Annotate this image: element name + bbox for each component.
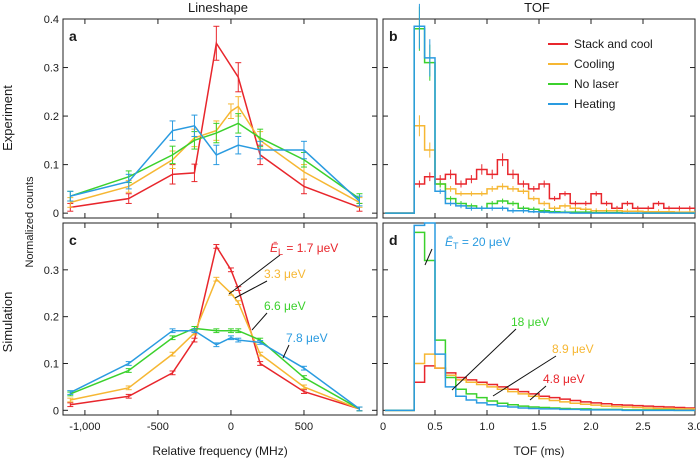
annotation-leader — [282, 344, 290, 359]
panel-b: b Stack and cool Cooling No laser Heating — [382, 3, 696, 219]
series-line — [70, 327, 360, 410]
series-8-9-ev — [385, 353, 695, 412]
annotation-label: 6.6 μeV — [264, 299, 306, 313]
x-tick-label: -500 — [147, 421, 169, 433]
series-no-laser — [67, 113, 363, 204]
legend-entry: No laser — [574, 77, 619, 91]
annotation: ĒL = 1.7 μeV — [228, 241, 338, 295]
step-histogram — [385, 222, 695, 412]
series-4-8-ev — [385, 365, 695, 412]
series-line — [70, 277, 360, 410]
annotation: ĒT = 20 μeV — [424, 235, 510, 266]
y-tick-label: 0 — [53, 405, 59, 417]
panel-c: c -1,000 -500 0 500 0 0.1 0.2 0.3 Relative freque… — [44, 222, 378, 458]
series-stack-and-cool — [67, 25, 363, 212]
annotation-leader — [451, 328, 517, 391]
x-tick-label: 3.0 — [687, 421, 700, 433]
x-tick-label: 0 — [380, 421, 386, 433]
annotation: 18 μeV — [451, 315, 549, 391]
y-tick-label: 0.2 — [44, 312, 59, 324]
series-line — [70, 244, 360, 410]
annotation-leader — [492, 355, 557, 397]
step-histogram — [385, 27, 695, 214]
row-label-simulation: Simulation — [0, 292, 15, 353]
x-tick-label: -1,000 — [69, 421, 100, 433]
annotation-label: 4.8 μeV — [543, 372, 585, 386]
y-tick-label: 0.4 — [44, 14, 59, 26]
annotation-label: 8.9 μeV — [552, 342, 594, 356]
series-line — [70, 41, 360, 209]
step-histogram — [385, 159, 695, 214]
series-cooling — [385, 115, 695, 214]
annotation-leader — [424, 248, 433, 266]
panel-frame — [62, 18, 378, 219]
series-stack-and-cool — [385, 153, 695, 214]
annotation: 8.9 μeV — [492, 342, 594, 397]
y-tick-label: 0.3 — [44, 63, 59, 75]
step-histogram — [385, 125, 695, 214]
panel-d: d 0 0.5 1.0 1.5 2.0 2.5 3.0 TOF (ms) ĒT = 20 μeV 1… — [380, 222, 700, 458]
annotation: 3.3 μeV — [234, 267, 306, 299]
step-histogram — [385, 353, 695, 412]
series-heating — [385, 3, 695, 214]
column-title-lineshape: Lineshape — [188, 0, 248, 15]
annotation-label: 18 μeV — [511, 315, 549, 329]
x-tick-label: 0.5 — [427, 421, 442, 433]
series-line — [70, 124, 360, 202]
x-axis-label: Relative frequency (MHz) — [152, 444, 287, 458]
legend-entry: Cooling — [574, 57, 615, 71]
series-1-7-ev — [67, 244, 363, 412]
annotation-label: ĒL = 1.7 μeV — [270, 241, 338, 257]
y-tick-label: 0.1 — [44, 160, 59, 172]
annotation-label: ĒT = 20 μeV — [445, 235, 510, 251]
annotation: 6.6 μeV — [251, 299, 306, 331]
y-tick-label: 0.1 — [44, 358, 59, 370]
series-7-8-ev — [67, 328, 363, 412]
x-axis-label: TOF (ms) — [513, 444, 564, 458]
panel-a: a 0 0.1 0.2 0.3 0.4 — [44, 14, 378, 220]
annotation: 4.8 μeV — [529, 372, 585, 401]
x-tick-label: 2.5 — [635, 421, 650, 433]
annotation-label: 7.8 μeV — [286, 331, 328, 345]
legend-entry: Heating — [574, 97, 615, 111]
legend-entry: Stack and cool — [574, 37, 653, 51]
y-tick-label: 0 — [53, 208, 59, 220]
annotation-leader — [529, 385, 547, 401]
annotation-leader — [228, 254, 281, 295]
row-label-experiment: Experiment — [0, 85, 15, 151]
y-tick-label: 0.3 — [44, 265, 59, 277]
series-heating — [67, 114, 363, 207]
legend: Stack and cool Cooling No laser Heating — [548, 37, 653, 111]
series-line — [70, 105, 360, 204]
step-histogram — [385, 365, 695, 412]
panel-letter: d — [389, 232, 398, 248]
step-histogram — [385, 25, 695, 214]
series-line — [69, 329, 360, 410]
x-tick-label: 2.0 — [583, 421, 598, 433]
column-title-tof: TOF — [524, 0, 550, 15]
panel-letter: c — [69, 232, 77, 248]
annotation-leader — [234, 280, 268, 299]
panel-frame — [62, 222, 378, 416]
x-tick-label: 1.5 — [531, 421, 546, 433]
x-tick-label: 500 — [295, 421, 313, 433]
y-tick-label: 0.2 — [44, 111, 59, 123]
shared-y-axis-label: Normalized counts — [24, 176, 36, 268]
annotation-leader — [251, 312, 268, 331]
annotation: 7.8 μeV — [282, 331, 328, 359]
series-20-ev — [385, 222, 695, 412]
x-tick-label: 1.0 — [479, 421, 494, 433]
panel-letter: a — [69, 28, 77, 44]
panel-letter: b — [389, 28, 398, 44]
x-tick-label: 0 — [228, 421, 234, 433]
chart-panels: a 0 0.1 0.2 0.3 0.4 b Stack and cool Cooling No l… — [44, 3, 700, 458]
annotation-label: 3.3 μeV — [264, 267, 306, 281]
